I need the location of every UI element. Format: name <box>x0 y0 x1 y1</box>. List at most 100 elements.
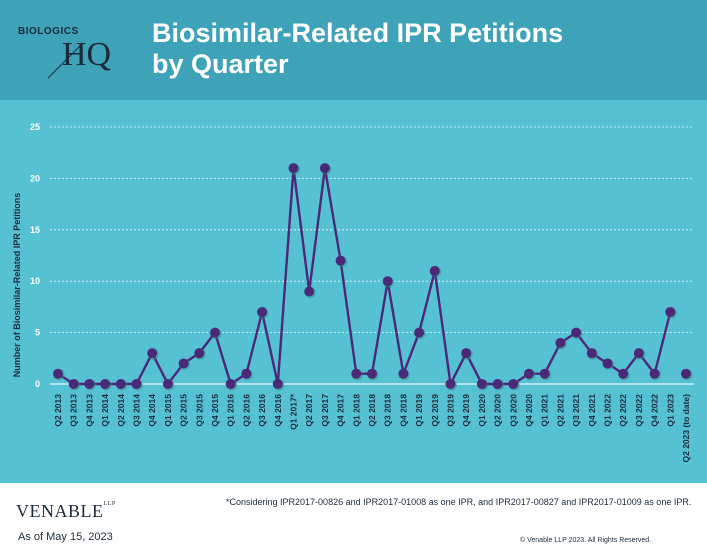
data-point <box>602 358 613 369</box>
venable-brand: VENABLE <box>16 501 104 521</box>
venable-llp: LLP <box>103 501 116 507</box>
data-point <box>429 265 440 276</box>
x-tick-label: Q4 2017 <box>336 394 346 427</box>
x-tick-label: Q4 2015 <box>210 394 220 427</box>
data-point <box>351 368 362 379</box>
x-tick-label: Q1 2018 <box>351 394 361 427</box>
x-tick-label: Q1 2019 <box>414 394 424 427</box>
data-point <box>84 379 95 389</box>
x-tick-label: Q4 2019 <box>461 394 471 427</box>
data-point <box>586 348 597 359</box>
data-point <box>633 348 644 359</box>
x-tick-label: Q2 2022 <box>618 394 628 427</box>
data-point <box>649 368 660 379</box>
data-point <box>476 379 487 389</box>
x-tick-label: Q3 2014 <box>132 394 142 427</box>
x-tick-label: Q3 2015 <box>194 394 204 427</box>
x-tick-label: Q2 2016 <box>241 394 251 427</box>
x-tick-label: Q3 2013 <box>69 394 79 427</box>
logo-top-text: BIOLOGICS <box>18 26 79 37</box>
x-tick-label: Q1 2020 <box>477 394 487 427</box>
x-tick-label: Q2 2018 <box>367 394 377 427</box>
x-tick-label: Q4 2022 <box>650 394 660 427</box>
x-tick-label: Q4 2013 <box>84 394 94 427</box>
data-point <box>131 379 142 389</box>
data-point <box>571 327 582 338</box>
x-tick-label: Q3 2022 <box>634 394 644 427</box>
logo-slash-icon <box>47 45 81 79</box>
y-axis-ticks: 0 5 10 15 20 25 <box>30 122 40 389</box>
x-tick-label: Q3 2017 <box>320 394 330 427</box>
x-tick-label: Q2 2023 (to date) <box>681 394 691 463</box>
data-point <box>367 368 377 379</box>
x-tick-label: Q2 2017 <box>304 394 314 427</box>
x-tick-label: Q3 2021 <box>571 394 581 427</box>
x-tick-label: Q2 2013 <box>53 394 63 427</box>
x-tick-label: Q3 2016 <box>257 394 267 427</box>
y-tick-label: 10 <box>30 276 40 286</box>
x-tick-label: Q1 2022 <box>603 394 613 427</box>
x-tick-label: Q2 2020 <box>493 394 503 427</box>
x-tick-label: Q3 2019 <box>446 394 456 427</box>
data-point <box>539 368 550 379</box>
data-point <box>524 368 534 379</box>
grid-lines <box>50 126 694 385</box>
y-axis-label: Number of Biosimilar-Related IPR Petitio… <box>12 193 22 378</box>
x-tick-label: Q3 2020 <box>508 394 518 427</box>
data-points <box>53 163 693 391</box>
x-tick-label: Q2 2019 <box>430 394 440 427</box>
data-point <box>210 327 220 338</box>
data-point <box>492 379 503 389</box>
x-tick-label: Q1 2017* <box>289 393 299 430</box>
data-point <box>53 368 63 379</box>
x-tick-label: Q1 2016 <box>226 394 236 427</box>
data-point <box>194 348 205 359</box>
data-point <box>68 379 79 389</box>
data-point <box>257 307 268 318</box>
data-point <box>115 379 126 389</box>
footer-band <box>0 483 707 552</box>
data-point <box>335 255 346 266</box>
data-point <box>398 368 409 379</box>
y-tick-label: 0 <box>35 379 40 389</box>
series-line <box>57 166 672 386</box>
data-point <box>272 379 283 389</box>
y-tick-label: 15 <box>30 225 40 235</box>
y-tick-label: 25 <box>30 122 40 132</box>
data-point <box>461 348 472 359</box>
data-point <box>681 368 691 379</box>
data-point <box>178 358 189 369</box>
data-point <box>100 379 111 389</box>
data-point <box>225 379 236 389</box>
x-tick-label: Q2 2015 <box>179 394 189 427</box>
x-tick-label: Q2 2014 <box>116 394 126 427</box>
footnote: *Considering IPR2017-00826 and IPR2017-0… <box>226 497 692 507</box>
x-tick-label: Q4 2018 <box>398 394 408 427</box>
header-band <box>0 0 707 100</box>
data-point <box>508 379 519 389</box>
page-title: Biosimilar-Related IPR Petitions by Quar… <box>152 18 563 80</box>
data-point <box>382 276 393 287</box>
title-line-1: Biosimilar-Related IPR Petitions <box>152 18 564 48</box>
y-tick-label: 20 <box>30 173 40 183</box>
line-chart: 0 5 10 15 20 25 Number of Biosimilar-Related … <box>12 122 694 463</box>
x-tick-label: Q4 2020 <box>524 394 534 427</box>
x-tick-label: Q1 2015 <box>163 394 173 427</box>
data-point <box>162 379 173 389</box>
biologics-hq-logo: BIOLOGICS HQ <box>14 20 134 80</box>
x-tick-label: Q4 2021 <box>587 394 597 427</box>
venable-logo: VENABLELLP <box>16 501 116 522</box>
data-point <box>414 327 425 338</box>
data-point <box>241 368 252 379</box>
y-tick-label: 5 <box>35 328 40 338</box>
series-path <box>57 166 672 386</box>
x-tick-label: Q1 2023 <box>665 394 675 427</box>
data-point <box>618 368 629 379</box>
copyright: © Venable LLP 2023. All Rights Reserved. <box>520 537 652 544</box>
data-point <box>288 163 299 174</box>
x-tick-label: Q4 2014 <box>147 394 157 427</box>
x-tick-label: Q1 2021 <box>540 394 550 427</box>
x-tick-label: Q1 2014 <box>100 394 110 427</box>
x-axis-ticks: Q2 2013 Q3 2013 Q4 2013 Q1 2014 Q2 2014 Q3 20… <box>53 393 691 462</box>
